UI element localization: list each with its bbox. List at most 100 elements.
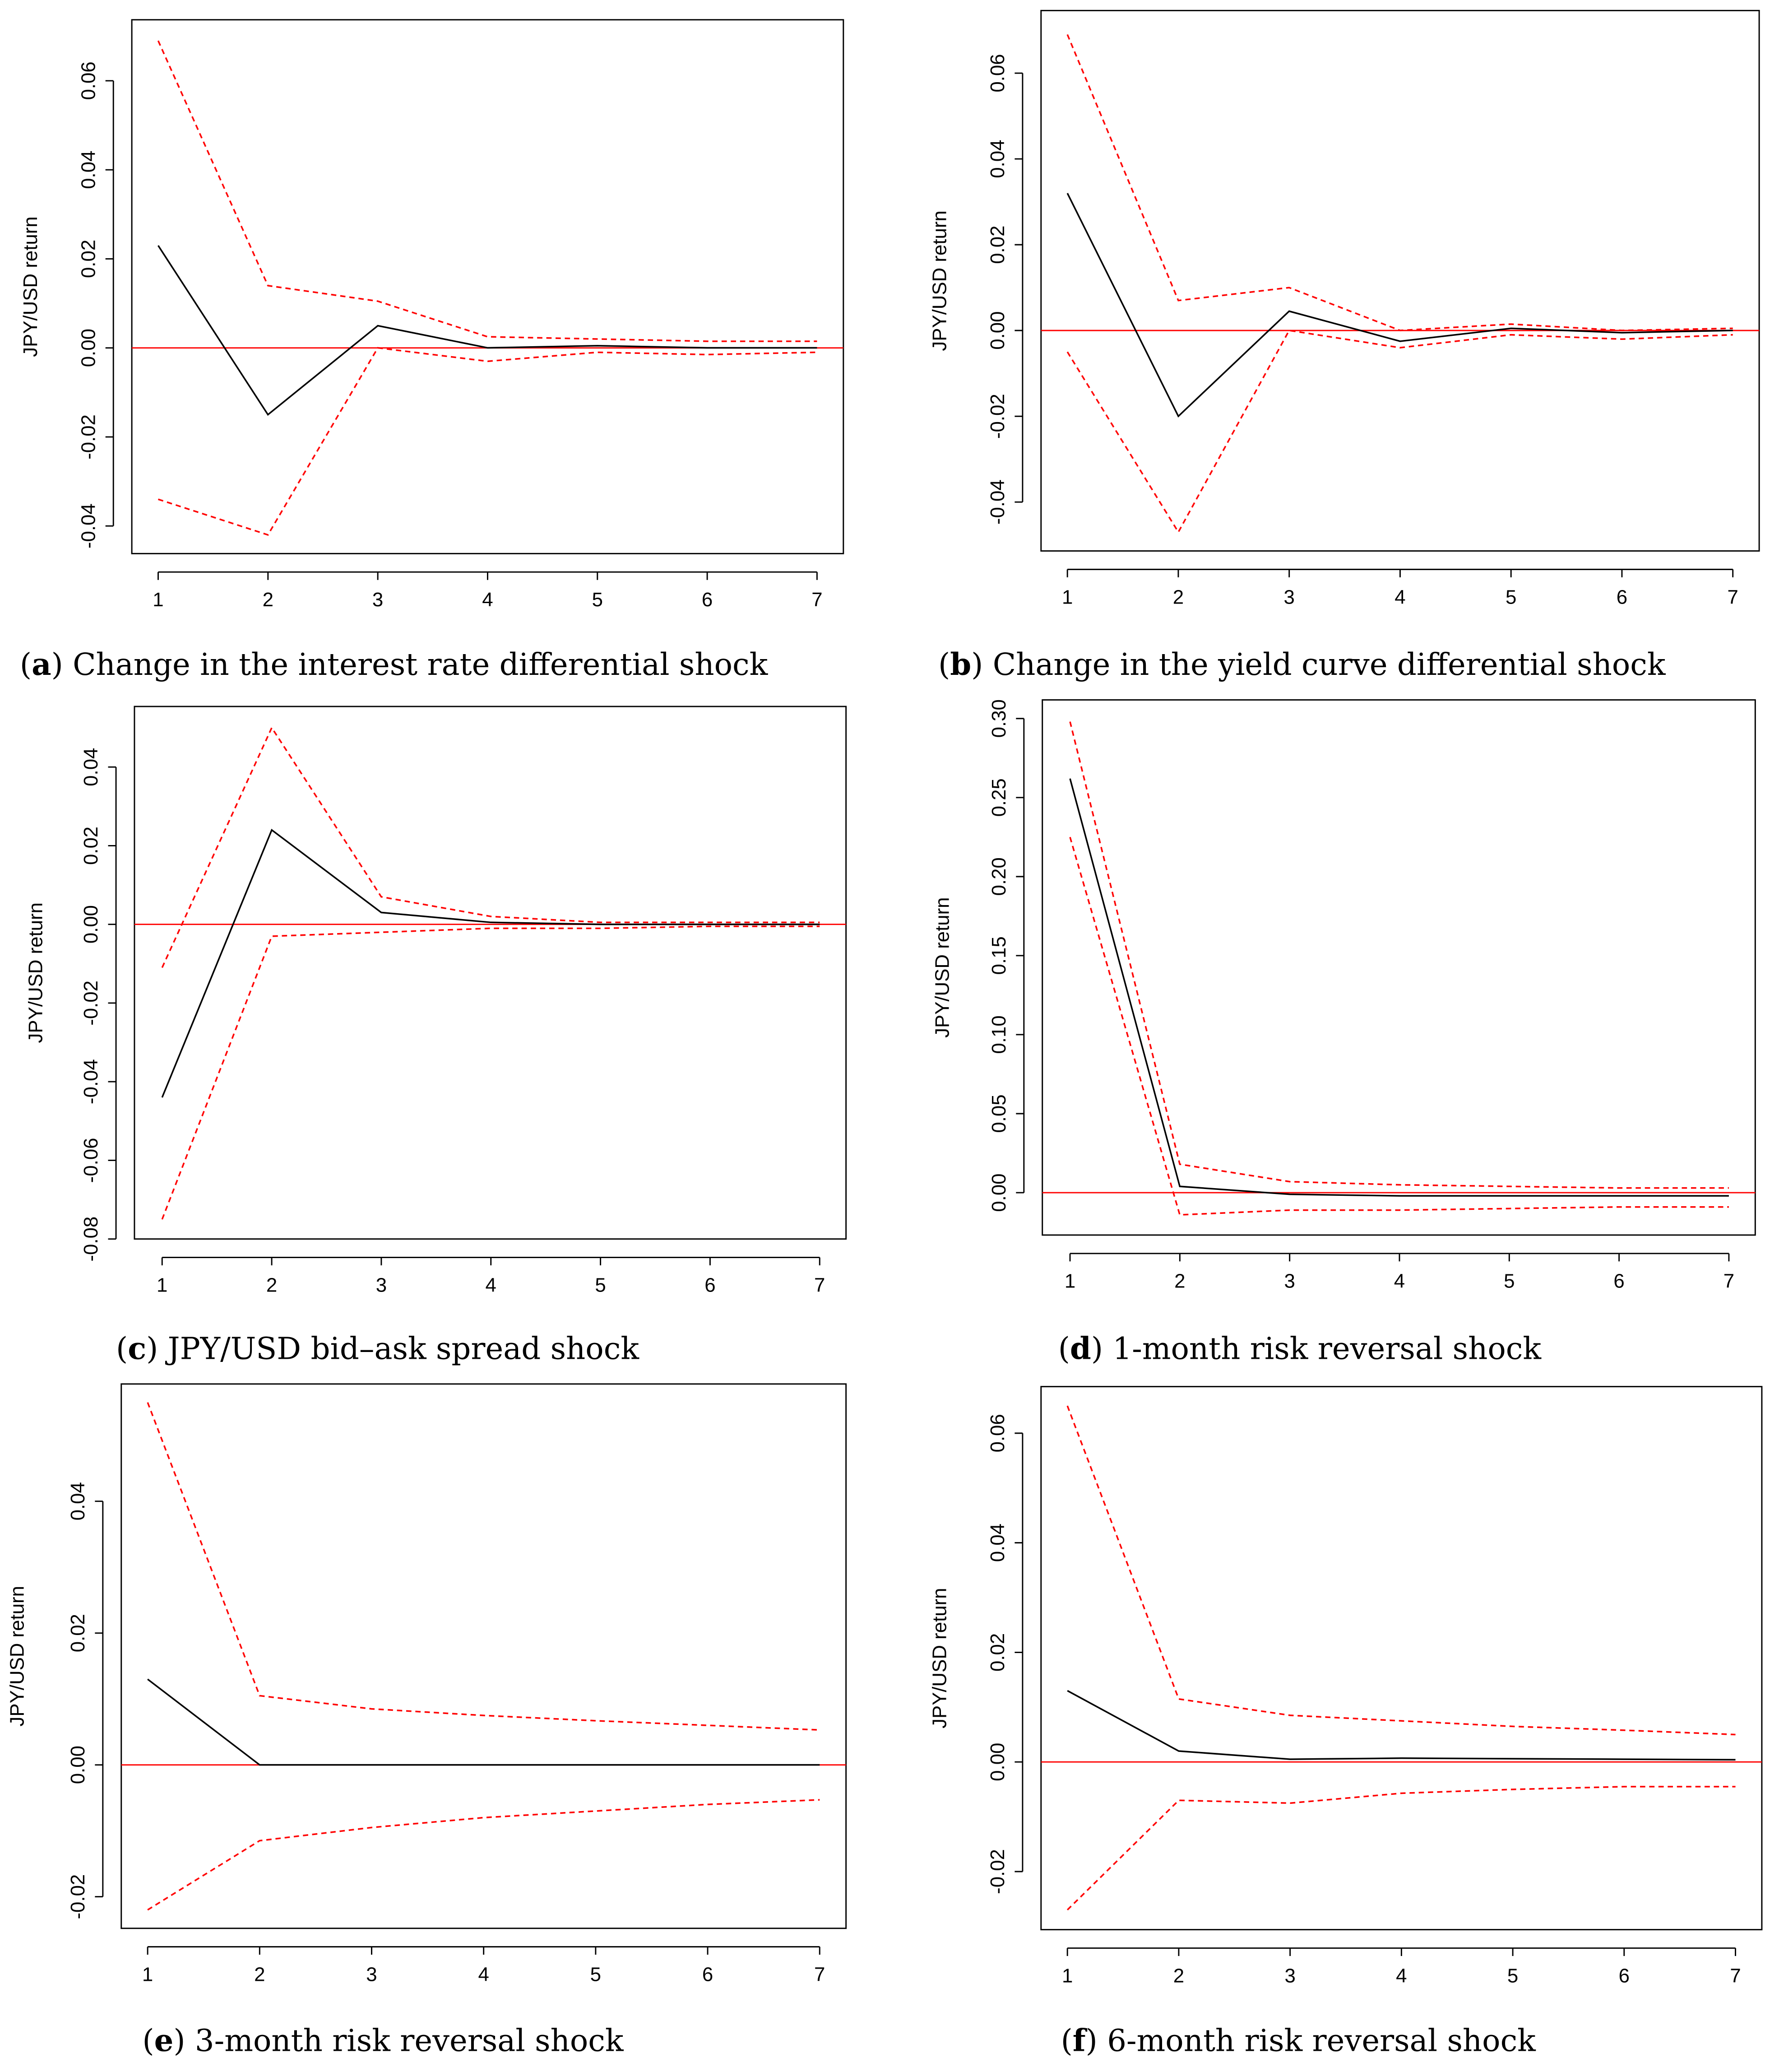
caption-letter: e — [154, 2022, 174, 2058]
y-tick-label: -0.02 — [987, 394, 1009, 439]
x-tick-label: 7 — [814, 1274, 825, 1296]
x-tick-label: 4 — [1394, 586, 1405, 608]
x-tick-label: 5 — [1507, 1965, 1518, 1987]
x-tick-label: 4 — [1394, 1270, 1405, 1292]
x-tick-label: 5 — [595, 1274, 606, 1296]
y-axis: -0.04 -0.02 0.00 0.02 0.04 0.06 — [987, 54, 1024, 525]
x-tick-label: 5 — [1504, 1270, 1515, 1292]
x-tick-label: 1 — [142, 1964, 153, 1986]
caption-text: 6-month risk reversal shock — [1107, 2023, 1536, 2058]
series-irf-line — [147, 1678, 820, 1766]
caption-letter: c — [128, 1330, 146, 1366]
x-axis: 1 2 3 4 5 6 7 — [142, 1946, 825, 1986]
x-tick-label: 7 — [814, 1964, 825, 1986]
caption-text: 1-month risk reversal shock — [1112, 1331, 1542, 1366]
y-axis-title: JPY/USD return — [19, 216, 42, 357]
caption-paren: ( — [116, 1331, 128, 1366]
x-tick-label: 6 — [702, 1964, 713, 1986]
caption-paren: ( — [938, 647, 950, 682]
series-lower-line — [1066, 330, 1733, 534]
panel-caption: (c) JPY/USD bid–ask spread shock — [116, 1330, 639, 1366]
plot-frame — [1040, 9, 1760, 552]
y-tick-label: -0.02 — [67, 1874, 89, 1919]
series-lower-line — [161, 925, 820, 1220]
x-tick-label: 4 — [1396, 1965, 1407, 1987]
y-tick-label: 0.04 — [80, 748, 102, 786]
series-irf-line — [1067, 1690, 1736, 1761]
x-tick-label: 4 — [478, 1964, 489, 1986]
x-tick-label: 6 — [1619, 1965, 1630, 1987]
series-irf-line — [1066, 193, 1733, 418]
caption-paren: ) — [146, 1331, 168, 1366]
series-lower-line — [1066, 1786, 1736, 1911]
x-tick-label: 7 — [1730, 1965, 1741, 1987]
caption-paren: ) — [51, 647, 73, 682]
x-tick-label: 3 — [376, 1274, 387, 1296]
x-tick-label: 4 — [486, 1274, 496, 1296]
series-irf-line — [158, 245, 817, 416]
y-tick-label: 0.20 — [988, 857, 1010, 896]
caption-paren: ) — [971, 647, 993, 682]
x-tick-label: 7 — [1723, 1270, 1734, 1292]
y-tick-label: -0.04 — [987, 479, 1009, 525]
y-tick-label: -0.02 — [987, 1849, 1009, 1894]
x-tick-label: 6 — [702, 589, 713, 611]
x-tick-label: 3 — [1284, 1270, 1295, 1292]
x-tick-label: 1 — [157, 1274, 167, 1296]
series-irf-line — [1069, 778, 1729, 1197]
caption-letter: d — [1070, 1330, 1091, 1366]
caption-letter: a — [32, 646, 51, 682]
panel-caption: (a) Change in the interest rate differen… — [20, 646, 769, 682]
y-axis-title: JPY/USD return — [25, 902, 47, 1043]
y-tick-label: 0.05 — [988, 1094, 1010, 1133]
y-tick-label: 0.30 — [988, 699, 1010, 738]
x-tick-label: 1 — [1062, 1965, 1073, 1987]
series-upper-line — [157, 40, 817, 342]
caption-paren: ) — [1091, 1331, 1113, 1366]
x-tick-label: 6 — [704, 1274, 715, 1296]
y-axis-title: JPY/USD return — [931, 897, 953, 1037]
caption-text: Change in the yield curve differential s… — [993, 647, 1666, 682]
y-tick-label: -0.02 — [80, 980, 102, 1026]
x-tick-label: 6 — [1613, 1270, 1624, 1292]
x-axis: 1 2 3 4 5 6 7 — [157, 1257, 825, 1296]
y-tick-label: 0.06 — [987, 54, 1009, 92]
caption-paren: ) — [173, 2023, 195, 2058]
caption-letter: f — [1073, 2022, 1088, 2058]
plot-frame — [120, 1383, 847, 1929]
x-tick-label: 5 — [1506, 586, 1516, 608]
x-tick-label: 7 — [811, 589, 822, 611]
y-tick-label: 0.06 — [77, 61, 99, 100]
y-axis: -0.02 0.00 0.02 0.04 — [67, 1482, 104, 1919]
y-axis-title: JPY/USD return — [929, 210, 951, 351]
y-tick-label: -0.02 — [77, 414, 99, 460]
y-tick-label: 0.06 — [987, 1414, 1009, 1452]
plot-frame — [131, 19, 844, 554]
series-lower-line — [158, 347, 817, 536]
x-tick-label: 3 — [1284, 1965, 1295, 1987]
y-axis-title: JPY/USD return — [929, 1588, 951, 1728]
series-upper-line — [147, 1402, 820, 1731]
series-upper-line — [161, 726, 820, 968]
x-tick-label: 3 — [1284, 586, 1295, 608]
x-axis: 1 2 3 4 5 6 7 — [1065, 1253, 1734, 1292]
y-tick-label: 0.04 — [987, 1524, 1009, 1562]
series-upper-line — [1066, 1405, 1736, 1736]
x-tick-label: 2 — [266, 1274, 277, 1296]
x-tick-label: 1 — [153, 589, 163, 611]
caption-text: 3-month risk reversal shock — [195, 2023, 624, 2058]
series-lower-line — [1069, 836, 1729, 1216]
y-tick-label: 0.02 — [77, 240, 99, 278]
x-tick-label: 1 — [1065, 1270, 1075, 1292]
x-axis: 1 2 3 4 5 6 7 — [1062, 1947, 1741, 1987]
y-axis: -0.02 0.00 0.02 0.04 0.06 — [987, 1414, 1024, 1894]
y-tick-label: 0.00 — [67, 1746, 89, 1784]
y-tick-label: 0.00 — [987, 311, 1009, 350]
y-axis: 0.00 0.05 0.10 0.15 0.20 0.25 0.30 — [988, 699, 1025, 1212]
x-axis: 1 2 3 4 5 6 7 — [153, 571, 823, 611]
series-irf-line — [161, 828, 820, 1098]
plot-frame — [134, 706, 847, 1240]
x-tick-label: 5 — [590, 1964, 601, 1986]
x-axis: 1 2 3 4 5 6 7 — [1062, 568, 1738, 608]
panel-caption: (f) 6-month risk reversal shock — [1061, 2022, 1537, 2058]
